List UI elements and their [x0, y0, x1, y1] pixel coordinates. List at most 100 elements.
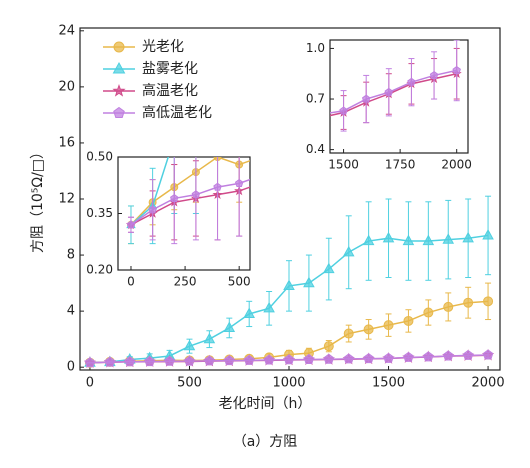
point — [303, 276, 315, 288]
point — [344, 3, 351, 10]
y-tick-label: 0.7 — [306, 92, 325, 106]
x-tick-label: 1000 — [272, 376, 305, 391]
point — [1, 160, 8, 167]
point — [204, 355, 215, 366]
point — [203, 332, 216, 344]
point — [148, 205, 157, 214]
y-tick-label: 20 — [58, 79, 75, 94]
point — [46, 149, 53, 156]
legend-label: 高低温老化 — [142, 104, 212, 121]
point — [68, 103, 76, 110]
y-tick-label: 16 — [58, 135, 75, 150]
point — [343, 328, 354, 339]
y-axis-label: 方阻（10⁵Ω/□） — [30, 145, 46, 253]
point — [323, 353, 335, 364]
series-group — [125, 3, 351, 245]
x-tick-label: 2000 — [472, 376, 505, 391]
point — [243, 354, 255, 365]
point — [339, 106, 348, 115]
x-tick-label: 1500 — [328, 158, 359, 172]
point — [84, 357, 96, 368]
point — [46, 147, 53, 154]
point — [443, 301, 454, 312]
point — [191, 190, 201, 199]
y-tick-label: 24 — [58, 23, 75, 38]
x-tick-label: 1500 — [372, 376, 405, 391]
y-tick-label: 4 — [67, 304, 75, 319]
y-tick-label: 0.4 — [306, 142, 325, 156]
point — [423, 351, 434, 362]
x-axis-label: 老化时间（h） — [219, 396, 312, 412]
point — [384, 87, 394, 96]
point — [422, 234, 435, 246]
y-tick-label: 1.0 — [306, 41, 325, 55]
point — [323, 262, 335, 274]
point — [263, 354, 275, 365]
point — [223, 355, 235, 366]
point — [0, 159, 8, 166]
point — [183, 339, 196, 351]
point — [462, 349, 474, 360]
point — [382, 231, 395, 243]
point — [170, 193, 179, 203]
point — [46, 120, 54, 127]
point — [342, 245, 355, 257]
point — [113, 41, 125, 53]
point — [442, 233, 455, 244]
point — [402, 234, 415, 246]
series-line — [330, 72, 457, 117]
series-line — [130, 157, 250, 226]
series-line — [330, 69, 457, 114]
point — [303, 353, 315, 364]
x-tick-label: 1750 — [385, 158, 416, 172]
point — [46, 143, 53, 150]
point — [407, 77, 416, 86]
series-group — [83, 195, 495, 368]
point — [124, 356, 136, 367]
point — [463, 297, 474, 308]
point — [283, 354, 295, 365]
x-tick-label: 500 — [177, 376, 202, 391]
point — [104, 356, 116, 367]
point — [1, 159, 8, 166]
y-tick-label: 0.35 — [86, 206, 113, 220]
point — [343, 353, 355, 364]
point — [483, 296, 494, 307]
y-tick-label: 8 — [67, 248, 75, 263]
point — [383, 352, 394, 363]
x-tick-label: 500 — [228, 275, 251, 289]
point — [126, 220, 136, 229]
legend-label: 盐雾老化 — [142, 61, 198, 77]
point — [462, 231, 474, 243]
y-tick-label: 12 — [58, 192, 75, 207]
point — [361, 94, 371, 103]
x-tick-label: 0 — [86, 376, 94, 391]
point — [164, 355, 175, 366]
legend-label: 光老化 — [142, 39, 184, 55]
point — [184, 355, 195, 366]
point — [482, 229, 494, 240]
point — [263, 301, 275, 313]
x-tick-label: 2000 — [441, 158, 472, 172]
y-tick-label: 0.20 — [86, 263, 113, 277]
series-line — [130, 186, 250, 226]
point — [363, 353, 374, 364]
point — [403, 351, 414, 362]
x-tick-label: 0 — [127, 275, 135, 289]
point — [323, 341, 334, 352]
legend-label: 高温老化 — [142, 82, 198, 99]
point — [383, 320, 394, 331]
x-tick-label: 250 — [174, 275, 197, 289]
caption: （a）方阻 — [233, 434, 298, 450]
point — [283, 279, 295, 291]
point — [243, 307, 255, 319]
point — [223, 321, 236, 333]
point — [113, 106, 125, 118]
y-tick-label: 0.50 — [86, 150, 113, 164]
point — [213, 182, 222, 191]
point — [112, 84, 126, 97]
point — [234, 178, 244, 187]
point — [112, 61, 126, 74]
point — [442, 350, 454, 361]
